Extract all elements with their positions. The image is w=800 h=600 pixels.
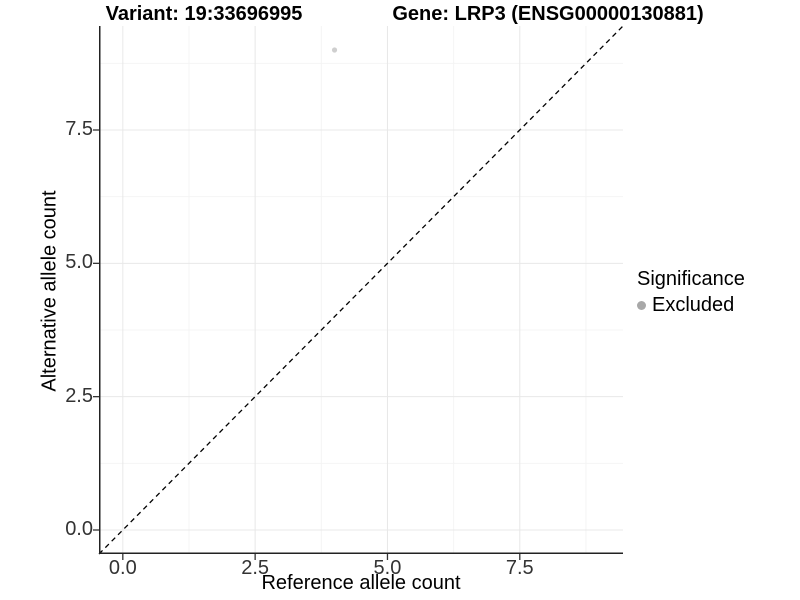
plot-panel bbox=[93, 25, 624, 560]
x-axis-tick-label: 5.0 bbox=[373, 557, 402, 579]
data-point bbox=[331, 47, 338, 53]
y-axis-tick-label: 0.0 bbox=[65, 518, 93, 540]
legend-item-label: Excluded bbox=[652, 294, 735, 316]
plot-title-gene: Gene: LRP3 (ENSG00000130881) bbox=[392, 3, 704, 25]
x-axis-title: Reference allele count bbox=[261, 572, 461, 594]
y-axis-tick-label: 7.5 bbox=[65, 118, 93, 140]
legend-item-excluded: Excluded bbox=[637, 294, 745, 317]
x-axis-tick-label: 0.0 bbox=[108, 557, 137, 579]
y-axis-tick-label: 5.0 bbox=[65, 251, 93, 274]
x-axis-tick-label: 2.5 bbox=[241, 557, 270, 579]
x-axis-tick-label: 7.5 bbox=[505, 557, 534, 579]
plot-title-variant: Variant: 19:33696995 bbox=[105, 3, 303, 25]
legend: Significance Excluded bbox=[637, 268, 745, 317]
identity-line bbox=[98, 25, 624, 555]
legend-title: Significance bbox=[637, 268, 745, 290]
y-axis-tick-label: 2.5 bbox=[65, 384, 93, 407]
legend-point-icon bbox=[637, 301, 646, 310]
y-axis-title: Alternative allele count bbox=[38, 190, 61, 392]
